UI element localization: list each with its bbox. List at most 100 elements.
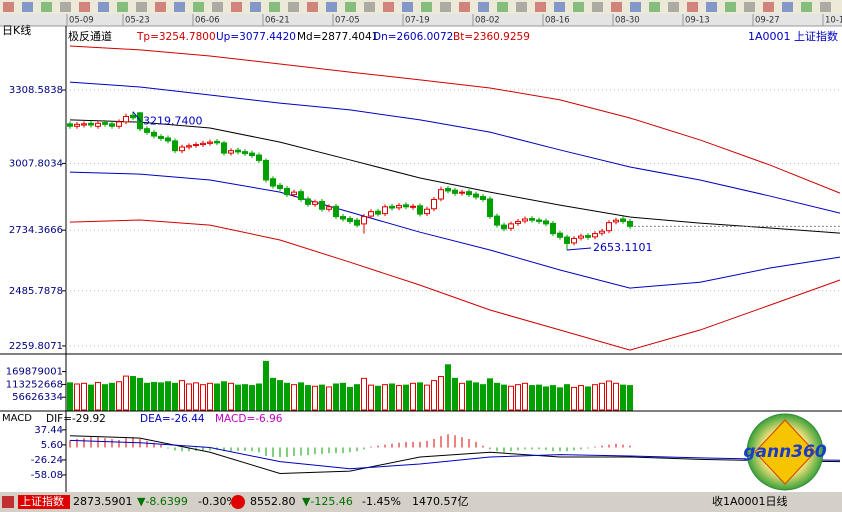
toolbar-icon[interactable] <box>79 2 90 12</box>
toolbar-icon[interactable] <box>820 2 831 12</box>
candle-body <box>340 216 346 220</box>
volume-bar <box>438 376 444 411</box>
toolbar-icon[interactable] <box>326 2 337 12</box>
toolbar-icon[interactable] <box>41 2 52 12</box>
toolbar-icon[interactable] <box>307 2 318 12</box>
candle-body <box>200 142 206 146</box>
candle-body <box>284 187 290 196</box>
toolbar-icon[interactable] <box>649 2 660 12</box>
status-icon <box>2 496 14 508</box>
channel-line <box>69 81 841 214</box>
toolbar-icon[interactable] <box>801 2 812 12</box>
channel-line <box>69 45 841 194</box>
legend-entry: Bt=2360.9259 <box>453 31 530 43</box>
toolbar-icon[interactable] <box>231 2 242 12</box>
toolbar-icon[interactable] <box>250 2 261 12</box>
candle-body <box>543 220 549 225</box>
volume-bar <box>361 377 367 411</box>
volume-bar <box>67 382 73 411</box>
toolbar-icon[interactable] <box>212 2 223 12</box>
candle-body <box>326 206 332 210</box>
y-tick-label: 2734.3666 <box>9 225 63 236</box>
toolbar-icon[interactable] <box>22 2 33 12</box>
candle-body <box>424 208 430 215</box>
toolbar-icon[interactable] <box>269 2 280 12</box>
volume-bar <box>186 383 192 411</box>
toolbar-icon[interactable] <box>497 2 508 12</box>
candle-body <box>256 154 262 161</box>
x-tick-label: 07-19 <box>405 16 430 26</box>
toolbar-icon[interactable] <box>763 2 774 12</box>
toolbar-icon[interactable] <box>744 2 755 12</box>
candle-body <box>564 236 570 244</box>
toolbar-icon[interactable] <box>402 2 413 12</box>
toolbar-icon[interactable] <box>364 2 375 12</box>
toolbar-icon[interactable] <box>687 2 698 12</box>
toolbar-icon[interactable] <box>592 2 603 12</box>
volume-bar <box>627 385 633 411</box>
toolbar-icon[interactable] <box>611 2 622 12</box>
volume-bar <box>445 364 451 411</box>
candle-body <box>95 122 101 127</box>
toolbar-icon[interactable] <box>706 2 717 12</box>
volume-bar <box>333 383 339 411</box>
volume-bar <box>487 378 493 411</box>
date-strip <box>0 14 842 26</box>
toolbar-icon[interactable] <box>554 2 565 12</box>
toolbar-icon[interactable] <box>516 2 527 12</box>
toolbar-icon[interactable] <box>288 2 299 12</box>
toolbar-icon[interactable] <box>98 2 109 12</box>
candle-body <box>347 218 353 222</box>
gann-logo: gann360 <box>743 413 827 491</box>
volume-bar <box>613 382 619 411</box>
toolbar-icon[interactable] <box>193 2 204 12</box>
toolbar-icon[interactable] <box>459 2 470 12</box>
candle-body <box>123 116 129 123</box>
volume-bar <box>326 386 332 411</box>
x-tick-label: 09-13 <box>685 16 710 26</box>
toolbar-icon[interactable] <box>155 2 166 12</box>
toolbar-icon[interactable] <box>345 2 356 12</box>
candle-body <box>207 141 213 144</box>
volume-bar <box>522 382 528 411</box>
candle-body <box>480 196 486 200</box>
candle-body <box>235 149 241 153</box>
volume-bar <box>354 384 360 411</box>
volume-bar <box>298 382 304 411</box>
toolbar-icon[interactable] <box>535 2 546 12</box>
toolbar-icon[interactable] <box>383 2 394 12</box>
toolbar-icon[interactable] <box>668 2 679 12</box>
annotation: 2653.1101 <box>593 241 653 254</box>
sz-icon <box>231 495 245 509</box>
toolbar-icon[interactable] <box>630 2 641 12</box>
toolbar-icon[interactable] <box>725 2 736 12</box>
volume-bar <box>494 382 500 411</box>
toolbar-icon[interactable] <box>3 2 14 12</box>
channel-line <box>69 119 841 234</box>
volume-bar <box>235 384 241 411</box>
volume-bar <box>165 381 171 411</box>
toolbar-icon[interactable] <box>782 2 793 12</box>
toolbar-icon[interactable] <box>440 2 451 12</box>
x-tick-label: 07-05 <box>335 16 360 26</box>
toolbar-icon[interactable] <box>478 2 489 12</box>
candle-body <box>606 222 612 232</box>
status-sz-change: ▼-125.46 <box>302 495 353 508</box>
candle-body <box>473 193 479 198</box>
toolbar-icon[interactable] <box>60 2 71 12</box>
toolbar-icon[interactable] <box>136 2 147 12</box>
toolbar-icon[interactable] <box>573 2 584 12</box>
volume-bar <box>368 384 374 411</box>
toolbar-icon[interactable] <box>117 2 128 12</box>
toolbar-icon[interactable] <box>174 2 185 12</box>
legend-entry: Dn=2606.0072 <box>373 31 453 43</box>
candle-body <box>438 189 444 200</box>
toolbar-icon[interactable] <box>421 2 432 12</box>
candle-body <box>368 211 374 217</box>
index-badge[interactable] <box>18 495 70 509</box>
macd-line <box>69 439 841 470</box>
candle-body <box>417 205 423 215</box>
volume-bar <box>389 383 395 411</box>
candle-body <box>613 219 619 223</box>
volume-bar <box>557 387 563 411</box>
